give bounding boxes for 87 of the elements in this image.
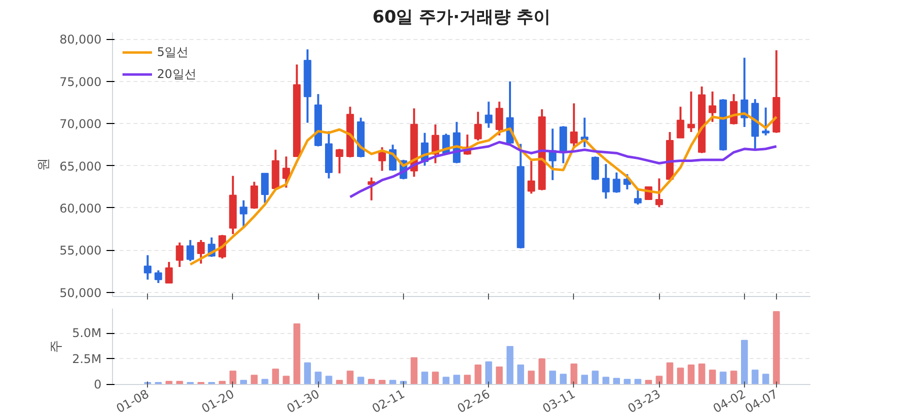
y-axis-title: 원 — [36, 158, 52, 171]
candlestick — [655, 177, 663, 208]
y-tick-label: 0 — [94, 378, 102, 392]
bar — [538, 358, 546, 384]
candlestick — [240, 199, 248, 228]
bar — [549, 370, 556, 384]
bar — [485, 361, 492, 384]
bar — [368, 378, 375, 384]
bar — [772, 311, 780, 384]
candlestick — [336, 148, 344, 174]
bar — [442, 376, 450, 384]
legend-label: 5일선 — [157, 44, 189, 60]
bar — [656, 376, 663, 384]
bar — [432, 372, 439, 384]
bar — [336, 380, 343, 384]
candlestick — [676, 106, 684, 139]
y-tick-label: 75,000 — [60, 74, 102, 89]
candlestick — [176, 242, 184, 268]
bar — [698, 363, 706, 384]
candlestick — [612, 172, 620, 194]
bar — [314, 372, 322, 384]
candlestick — [186, 238, 194, 262]
candlestick — [762, 106, 770, 136]
candlestick — [484, 100, 492, 129]
candlestick — [708, 90, 716, 123]
bar — [293, 323, 300, 384]
bar — [528, 370, 535, 384]
y-axis-title: 주 — [49, 340, 64, 353]
bar — [634, 378, 642, 384]
candlestick — [474, 110, 482, 142]
bar — [741, 340, 748, 384]
chart-title: 60일 주가·거래량 추이 — [372, 8, 550, 28]
bar — [570, 363, 578, 384]
candlestick — [687, 90, 695, 134]
line-series — [348, 140, 778, 198]
y-tick-label: 55,000 — [60, 244, 102, 258]
candlestick — [527, 160, 536, 195]
candlestick — [261, 172, 269, 204]
bar — [229, 370, 236, 384]
candlestick — [602, 163, 610, 200]
bar — [730, 370, 738, 384]
y-tick-label: 5.0M — [72, 326, 102, 340]
candlestick — [496, 100, 504, 136]
candlestick — [591, 155, 600, 182]
candlestick — [154, 269, 162, 284]
candlestick — [144, 254, 152, 281]
legend-label: 20일선 — [157, 66, 196, 82]
bar — [645, 380, 652, 384]
bar — [464, 374, 471, 384]
candlestick — [165, 260, 173, 284]
bar — [240, 380, 248, 384]
bar — [720, 372, 727, 384]
bar — [410, 357, 418, 384]
bar — [304, 362, 311, 384]
bar — [421, 372, 428, 384]
bar — [272, 368, 279, 384]
bar — [325, 376, 332, 384]
y-tick-label: 80,000 — [60, 32, 102, 47]
bar — [378, 380, 386, 384]
bar — [677, 368, 684, 384]
bar — [560, 374, 567, 384]
y-tick-label: 50,000 — [60, 286, 102, 300]
bar — [581, 374, 588, 384]
bar — [688, 364, 695, 384]
candlestick — [570, 102, 578, 148]
bar — [474, 364, 482, 384]
y-tick-label: 65,000 — [60, 159, 102, 174]
bar — [666, 362, 674, 384]
candlestick — [250, 180, 258, 210]
y-tick-label: 2.5M — [72, 352, 102, 366]
bar — [261, 378, 268, 384]
bar — [752, 370, 759, 384]
bar — [592, 370, 599, 384]
bar — [346, 370, 354, 384]
candlestick — [634, 189, 642, 206]
bar — [517, 364, 524, 384]
bar — [506, 346, 514, 384]
y-tick-label: 70,000 — [60, 117, 102, 132]
y-tick-label: 60,000 — [60, 201, 102, 216]
candlestick — [197, 238, 205, 265]
candlestick — [282, 155, 290, 189]
bar — [496, 366, 503, 384]
bar — [613, 378, 620, 384]
candlestick — [378, 146, 386, 172]
bar — [602, 376, 610, 384]
bar — [762, 374, 770, 384]
bar — [709, 370, 716, 384]
